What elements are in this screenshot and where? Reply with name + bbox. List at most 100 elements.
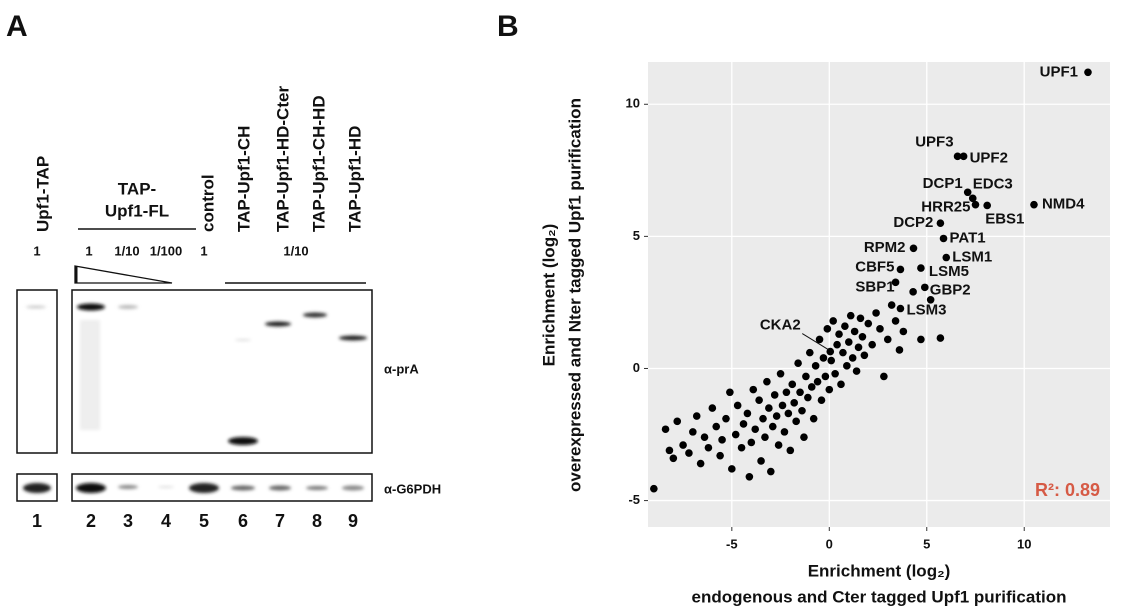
plot-background — [648, 62, 1110, 527]
point-label: HRR25 — [921, 199, 970, 216]
loading: 1 — [85, 243, 92, 258]
lane-header: TAP-Upf1-CH-HD — [309, 95, 328, 232]
panel-letter: A — [6, 10, 28, 43]
dilution-wedge — [74, 265, 173, 284]
y-tick-label: -5 — [628, 492, 640, 507]
lane-header: Upf1-TAP — [33, 156, 52, 232]
point — [751, 425, 760, 434]
point — [696, 459, 705, 468]
point-label: SBP1 — [855, 278, 894, 295]
point-label: UPF1 — [1040, 63, 1078, 80]
point — [784, 409, 793, 418]
point-label: GBP2 — [930, 281, 971, 298]
point — [917, 335, 925, 344]
point — [848, 354, 857, 362]
x-tick-label: 10 — [1017, 536, 1031, 551]
y-tick-label: 5 — [633, 228, 640, 243]
point — [733, 401, 742, 410]
loading: 1 — [33, 243, 40, 258]
point — [917, 264, 925, 272]
point — [883, 335, 892, 344]
point — [876, 325, 884, 333]
point — [772, 412, 781, 420]
x-tick-label: 5 — [923, 536, 930, 551]
point — [739, 420, 748, 428]
lane-header: TAP-Upf1-HD — [345, 126, 364, 232]
point — [761, 433, 769, 441]
point — [759, 414, 767, 423]
loading: 1/100 — [150, 243, 183, 258]
point — [864, 319, 873, 328]
point — [700, 433, 709, 441]
lane-number: 7 — [275, 511, 285, 531]
lane-number: 5 — [199, 511, 209, 531]
lane-number: 3 — [123, 511, 133, 531]
blot — [16, 289, 373, 502]
y-axis-title: overexpressed and Nter tagged Upf1 purif… — [565, 98, 584, 492]
x-axis-title: endogenous and Cter tagged Upf1 purifica… — [692, 587, 1067, 606]
lane-header: TAP-Upf1-CH — [234, 126, 253, 232]
point — [767, 467, 775, 476]
point-label: CKA2 — [760, 317, 801, 334]
point — [747, 438, 756, 447]
point — [817, 396, 826, 404]
point — [839, 348, 847, 357]
point — [833, 340, 841, 349]
point — [807, 383, 816, 391]
point — [942, 253, 951, 262]
point — [844, 338, 853, 346]
point — [827, 356, 836, 365]
point — [650, 484, 658, 493]
point — [843, 362, 851, 370]
point — [891, 278, 900, 287]
point — [959, 152, 968, 161]
point — [1084, 68, 1092, 77]
point — [778, 401, 787, 410]
point — [782, 388, 791, 397]
point — [841, 322, 849, 331]
point — [821, 372, 830, 381]
point — [896, 304, 905, 313]
lane-number: 2 — [86, 511, 96, 531]
point-label: EDC3 — [973, 175, 1013, 192]
point — [800, 433, 808, 441]
point — [909, 288, 917, 296]
point — [757, 457, 765, 465]
point — [854, 343, 863, 352]
point — [794, 359, 802, 367]
antibody-label: α-G6PDH — [384, 481, 441, 496]
point — [936, 334, 945, 342]
point-label: UPF3 — [915, 133, 953, 150]
point — [749, 385, 758, 394]
point — [872, 309, 880, 317]
point-label: LSM1 — [952, 248, 992, 265]
point — [896, 265, 905, 274]
point — [798, 406, 806, 415]
lane-number: 8 — [312, 511, 322, 531]
point — [679, 441, 687, 449]
point — [831, 369, 839, 378]
point — [939, 234, 948, 243]
point-label: NMD4 — [1042, 196, 1085, 213]
point — [792, 417, 800, 426]
point — [716, 451, 724, 460]
point — [868, 340, 876, 349]
point — [819, 354, 828, 362]
point — [802, 372, 810, 381]
point — [860, 351, 869, 360]
lane-number: 4 — [161, 511, 171, 531]
lane-header: Upf1-FL — [105, 201, 169, 220]
point — [728, 465, 736, 473]
y-tick-label: 10 — [626, 96, 640, 111]
point — [692, 412, 701, 420]
point — [825, 385, 834, 394]
point — [704, 443, 713, 452]
point — [763, 377, 771, 386]
panel-letter: B — [497, 10, 519, 43]
point — [968, 194, 977, 203]
point — [685, 449, 693, 457]
lane-header: TAP-Upf1-HD-Cter — [273, 86, 292, 232]
point — [953, 152, 962, 161]
point-label: LSM5 — [929, 263, 969, 280]
